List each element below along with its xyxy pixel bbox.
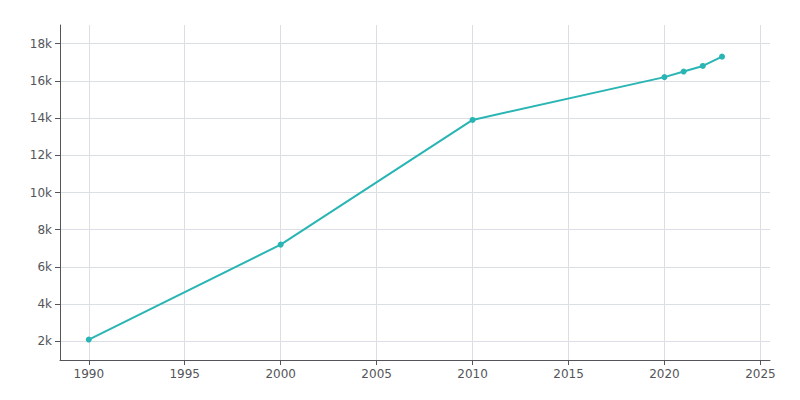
svg-text:14k: 14k	[30, 111, 52, 125]
svg-text:8k: 8k	[37, 223, 52, 237]
svg-text:2015: 2015	[553, 367, 584, 381]
svg-text:12k: 12k	[30, 148, 52, 162]
svg-text:1995: 1995	[169, 367, 200, 381]
svg-text:2020: 2020	[649, 367, 680, 381]
svg-text:18k: 18k	[30, 37, 52, 51]
svg-text:1990: 1990	[74, 367, 105, 381]
svg-text:2000: 2000	[265, 367, 296, 381]
svg-text:4k: 4k	[37, 297, 52, 311]
svg-text:2005: 2005	[361, 367, 392, 381]
svg-text:2k: 2k	[37, 334, 52, 348]
svg-text:6k: 6k	[37, 260, 52, 274]
svg-text:2025: 2025	[745, 367, 776, 381]
svg-text:2010: 2010	[457, 367, 488, 381]
svg-text:10k: 10k	[30, 186, 52, 200]
svg-text:16k: 16k	[30, 74, 52, 88]
